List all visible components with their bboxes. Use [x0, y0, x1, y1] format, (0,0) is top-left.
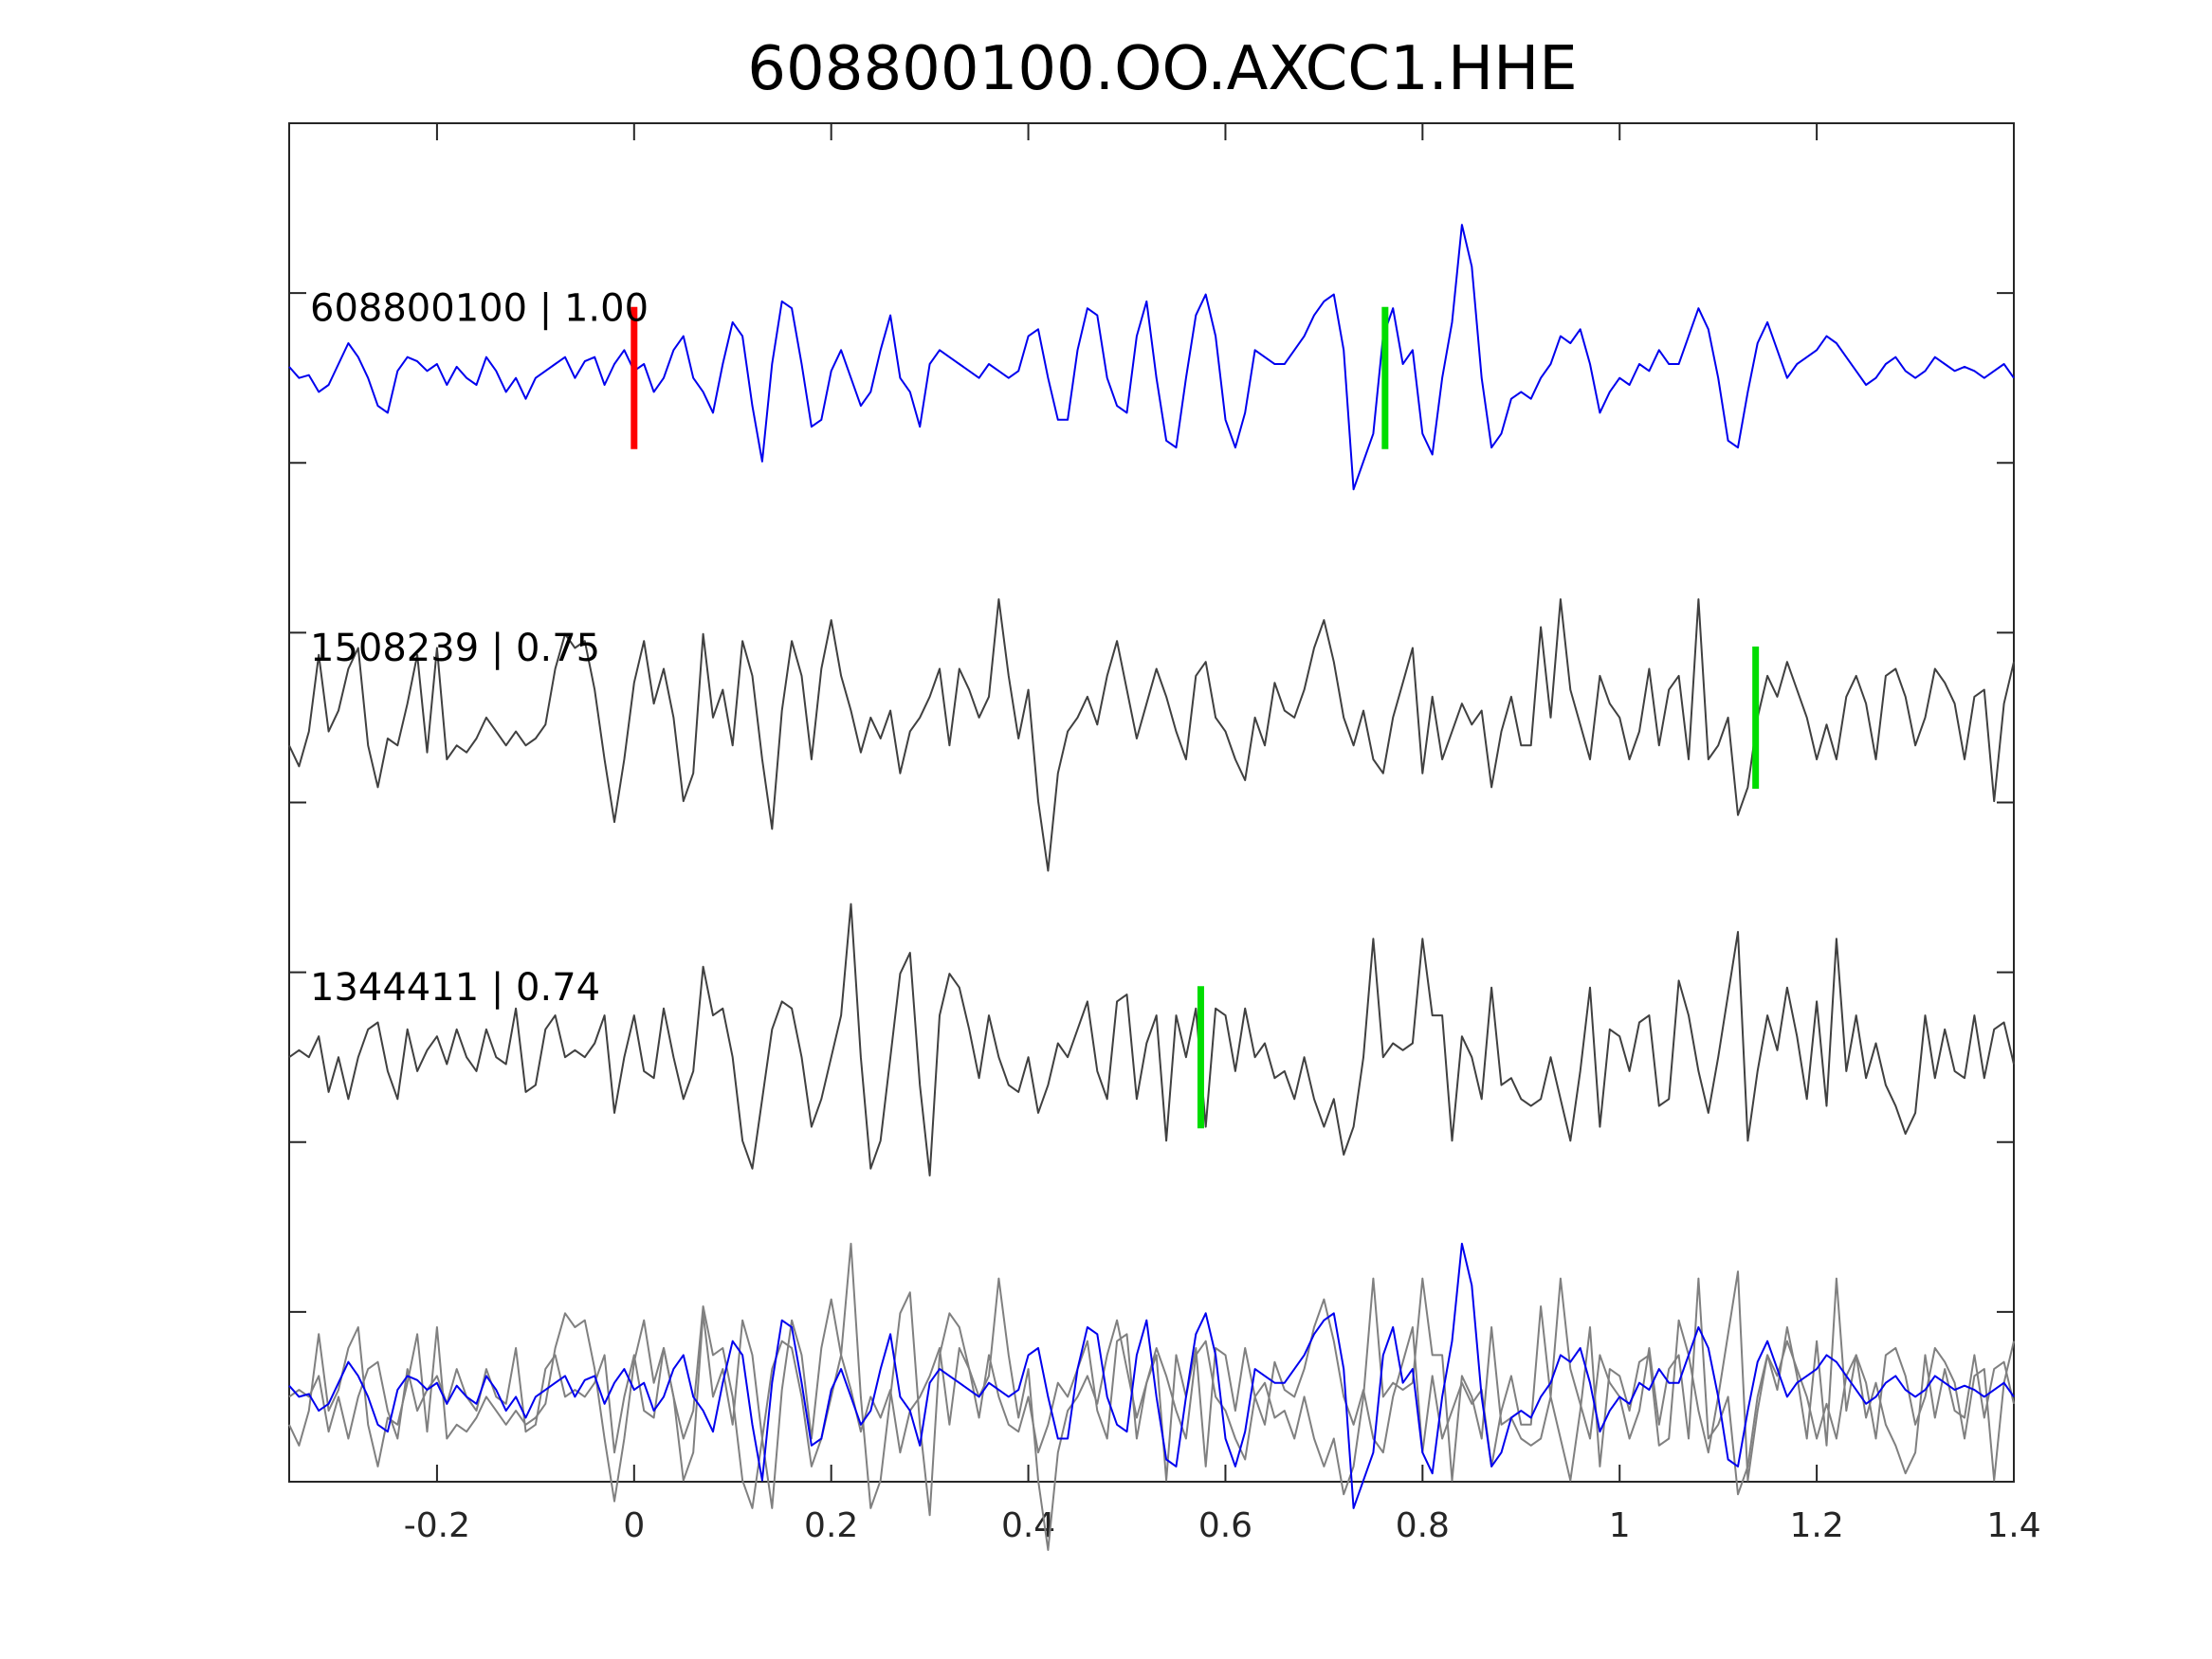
- trace-3-line: [288, 902, 2015, 1176]
- x-tick-label: 0.6: [1198, 1506, 1252, 1545]
- overlay-trace-2: [288, 1277, 2015, 1551]
- x-tick-label: -0.2: [404, 1506, 470, 1545]
- waveform-traces: [288, 224, 2015, 1176]
- overlay-traces: [288, 1242, 2015, 1551]
- x-tick-label: 1.4: [1986, 1506, 2040, 1545]
- x-tick-label: 1: [1609, 1506, 1631, 1545]
- phase-picks: [631, 306, 1760, 1129]
- x-tick-label: 0: [623, 1506, 645, 1545]
- trace-2-line: [288, 598, 2015, 872]
- x-axis-ticks: -0.2 0 0.2 0.4 0.6 0.8 1 1.2 1.4: [404, 123, 2041, 1545]
- x-tick-label: 1.2: [1789, 1506, 1843, 1545]
- chart-title: 608800100.OO.AXCC1.HHE: [747, 34, 1577, 104]
- trace-1-label: 608800100 | 1.00: [310, 287, 649, 331]
- x-tick-label: 0.2: [804, 1506, 858, 1545]
- x-tick-label: 0.8: [1396, 1506, 1450, 1545]
- overlay-trace-1: [288, 1242, 2015, 1509]
- trace-2-label: 1508239 | 0.75: [310, 627, 600, 670]
- overlay-trace-3: [288, 1242, 2015, 1517]
- trace-1-line: [288, 224, 2015, 491]
- trace-3-label: 1344411 | 0.74: [310, 966, 600, 1010]
- y-axis-ticks: [289, 292, 2014, 1313]
- trace-labels: 608800100 | 1.00 1508239 | 0.75 1344411 | …: [310, 287, 649, 1011]
